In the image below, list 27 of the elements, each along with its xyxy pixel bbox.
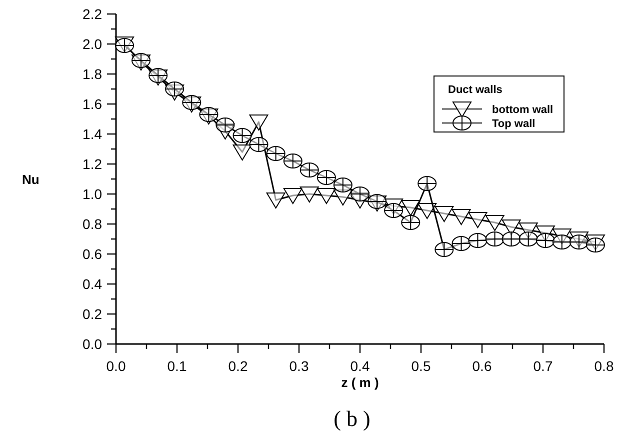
y-tick-label: 1.2: [82, 156, 102, 172]
x-tick-label: 0.3: [289, 358, 309, 374]
y-tick-label: 2.0: [82, 36, 102, 52]
text: ( b ): [334, 406, 370, 431]
x-tick-label: 0.1: [167, 358, 187, 374]
x-tick-label: 0.4: [350, 358, 370, 374]
x-tick-label: 0.2: [228, 358, 248, 374]
y-tick-label: 1.6: [82, 96, 102, 112]
y-tick-label: 1.0: [82, 186, 102, 202]
y-tick-label: 1.8: [82, 66, 102, 82]
y-tick-label: 0.4: [82, 276, 102, 292]
x-tick-label: 0.7: [533, 358, 553, 374]
x-tick-label: 0.6: [472, 358, 492, 374]
x-tick-label: 0.5: [411, 358, 431, 374]
y-tick-label: 0.0: [82, 336, 102, 352]
legend-label: bottom wall: [492, 104, 554, 116]
y-tick-label: 0.8: [82, 216, 102, 232]
x-tick-label: 0.8: [594, 358, 614, 374]
y-tick-label: 1.4: [82, 126, 102, 142]
legend-label: Top wall: [492, 118, 536, 130]
y-tick-label: 0.6: [82, 246, 102, 262]
x-tick-label: 0.0: [106, 358, 126, 374]
y-axis-title: Nu: [22, 172, 40, 187]
y-tick-label: 0.2: [82, 306, 102, 322]
legend-title: Duct walls: [448, 84, 502, 96]
x-axis-title: z ( m ): [341, 375, 379, 390]
y-tick-label: 2.2: [82, 6, 102, 22]
